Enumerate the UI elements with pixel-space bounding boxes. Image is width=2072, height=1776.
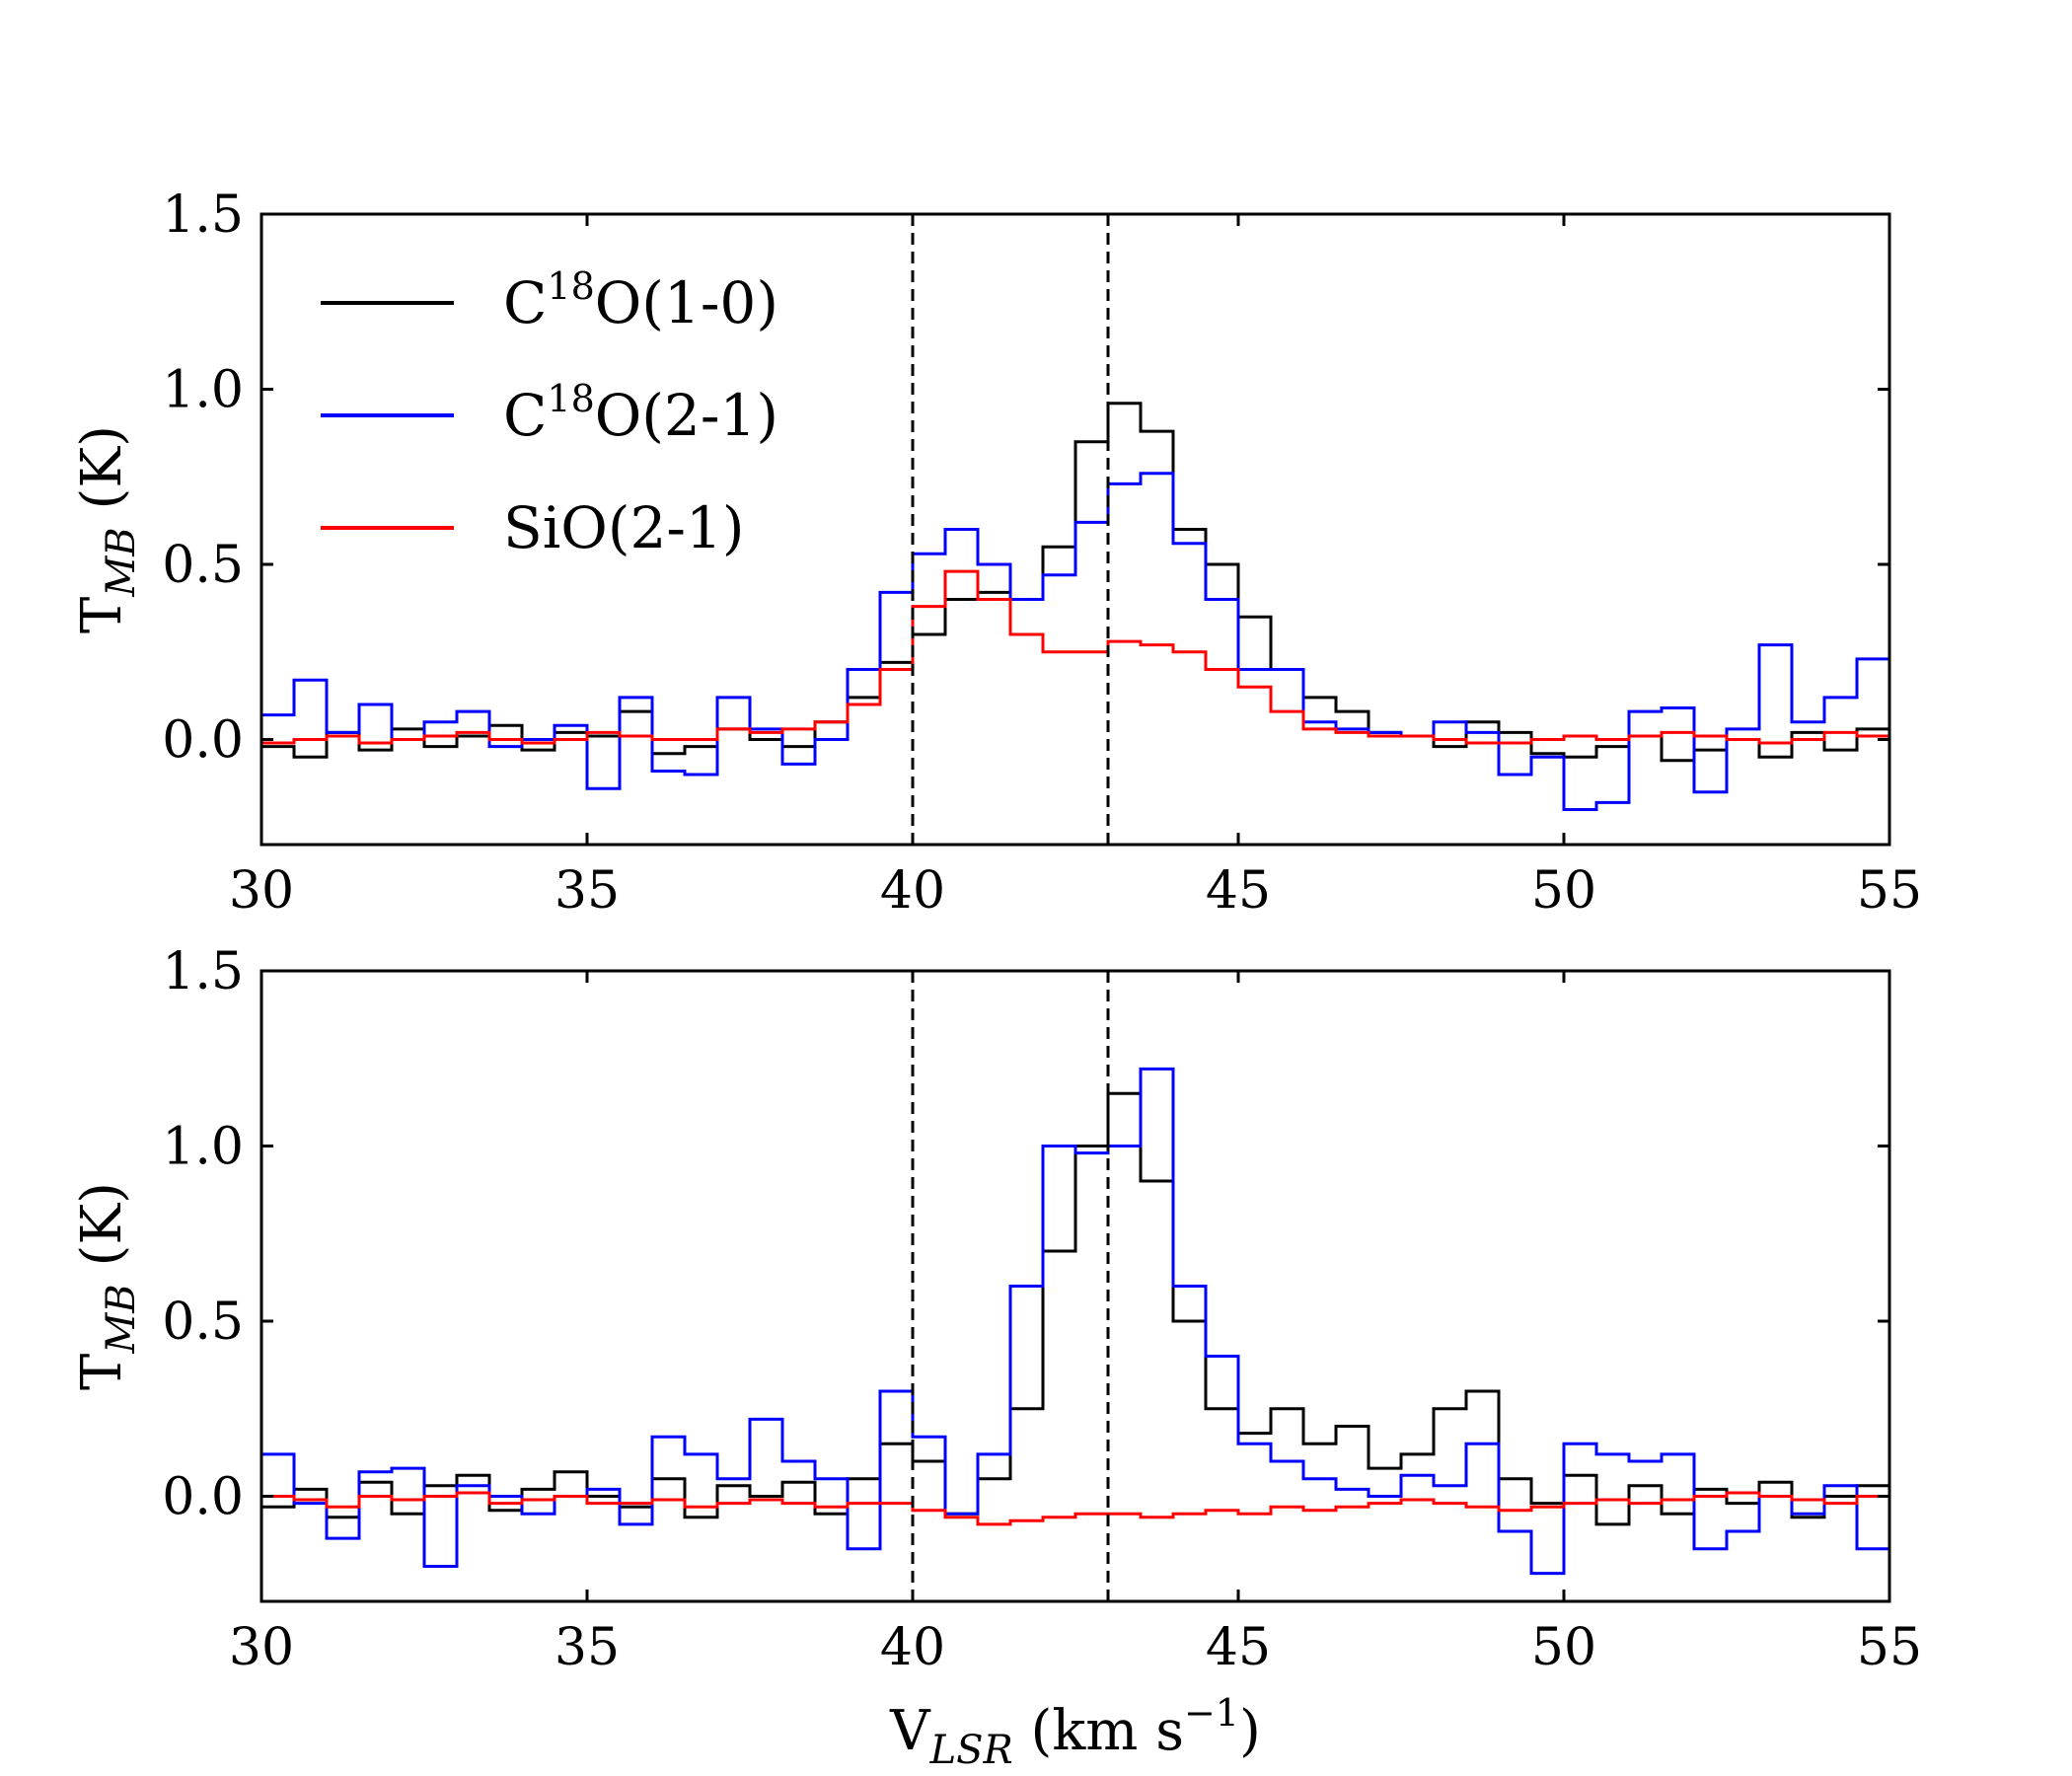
x-axis-title-main: V (889, 1699, 931, 1763)
y-axis-title: TMB (K) (70, 1182, 144, 1390)
x-tick-label: 55 (1857, 861, 1922, 921)
series-line-c18o-1-0- (261, 402, 1891, 763)
x-tick-label: 30 (229, 1618, 294, 1677)
y-tick-label: 1.5 (162, 185, 244, 245)
y-tick-label: 1.5 (162, 942, 244, 1001)
x-tick-label: 50 (1531, 861, 1596, 921)
y-tick-label: 0.5 (162, 536, 244, 595)
legend-label: C18O(2-1) (503, 377, 778, 449)
x-tick-label: 45 (1206, 1618, 1271, 1677)
y-tick-label: 0.0 (162, 1468, 244, 1527)
x-tick-label: 35 (555, 861, 620, 921)
legend-label-main: SiO(2-1) (503, 494, 745, 561)
x-tick-label: 40 (880, 1618, 945, 1677)
y-axis-title-unit: (K) (70, 1182, 134, 1284)
y-axis-title-unit: (K) (70, 425, 134, 527)
y-tick-label: 1.0 (162, 361, 244, 420)
series-line-c18o-1-0- (261, 1091, 1891, 1526)
y-axis-title: TMB (K) (70, 425, 144, 633)
x-tick-label: 35 (555, 1618, 620, 1677)
x-tick-label: 55 (1857, 1618, 1922, 1677)
x-tick-label: 45 (1206, 861, 1271, 921)
bottom-panel: 30 35 40 45 50 55 0.0 0.5 1.0 1.5 TMB (K) VLSR (km … (70, 942, 1922, 1773)
legend-label-sup: 18 (547, 377, 594, 420)
y-axis-title-main: T (70, 1354, 134, 1390)
x-tick-label: 30 (229, 861, 294, 921)
series-line-sio-2-1- (261, 569, 1891, 745)
series-line-c18o-2-1- (261, 1067, 1891, 1585)
series-line-c18o-2-1- (261, 472, 1891, 811)
y-axis-title-main: T (70, 597, 134, 633)
x-tick-label: 50 (1531, 1618, 1596, 1677)
axes-frame (259, 969, 1891, 1603)
axes-frame (259, 212, 1891, 847)
legend: C18O(1-0)C18O(2-1)SiO(2-1) (321, 264, 778, 561)
x-axis-title: VLSR (km s−1) (889, 1691, 1261, 1773)
legend-label-sup: 18 (547, 264, 594, 308)
x-axis-title-unit: (km s (1013, 1699, 1184, 1763)
x-tick-label: 40 (880, 861, 945, 921)
legend-label-main: C (503, 269, 547, 336)
y-tick-label: 0.0 (162, 711, 244, 771)
y-axis-title-sub: MB (99, 527, 144, 597)
y-tick-label: 1.0 (162, 1118, 244, 1177)
y-axis-title-sub: MB (99, 1284, 144, 1354)
legend-label-rest: O(2-1) (595, 382, 778, 449)
y-tick-label: 0.5 (162, 1293, 244, 1352)
x-axis-title-sub: LSR (929, 1728, 1013, 1773)
legend-label-rest: O(1-0) (595, 269, 778, 336)
series-line-sio-2-1- (261, 1491, 1891, 1526)
legend-label-main: C (503, 382, 547, 449)
legend-label: C18O(1-0) (503, 264, 778, 336)
x-axis-title-sup: −1 (1184, 1691, 1239, 1735)
legend-label: SiO(2-1) (503, 494, 745, 561)
x-axis-title-close: ) (1239, 1699, 1261, 1763)
